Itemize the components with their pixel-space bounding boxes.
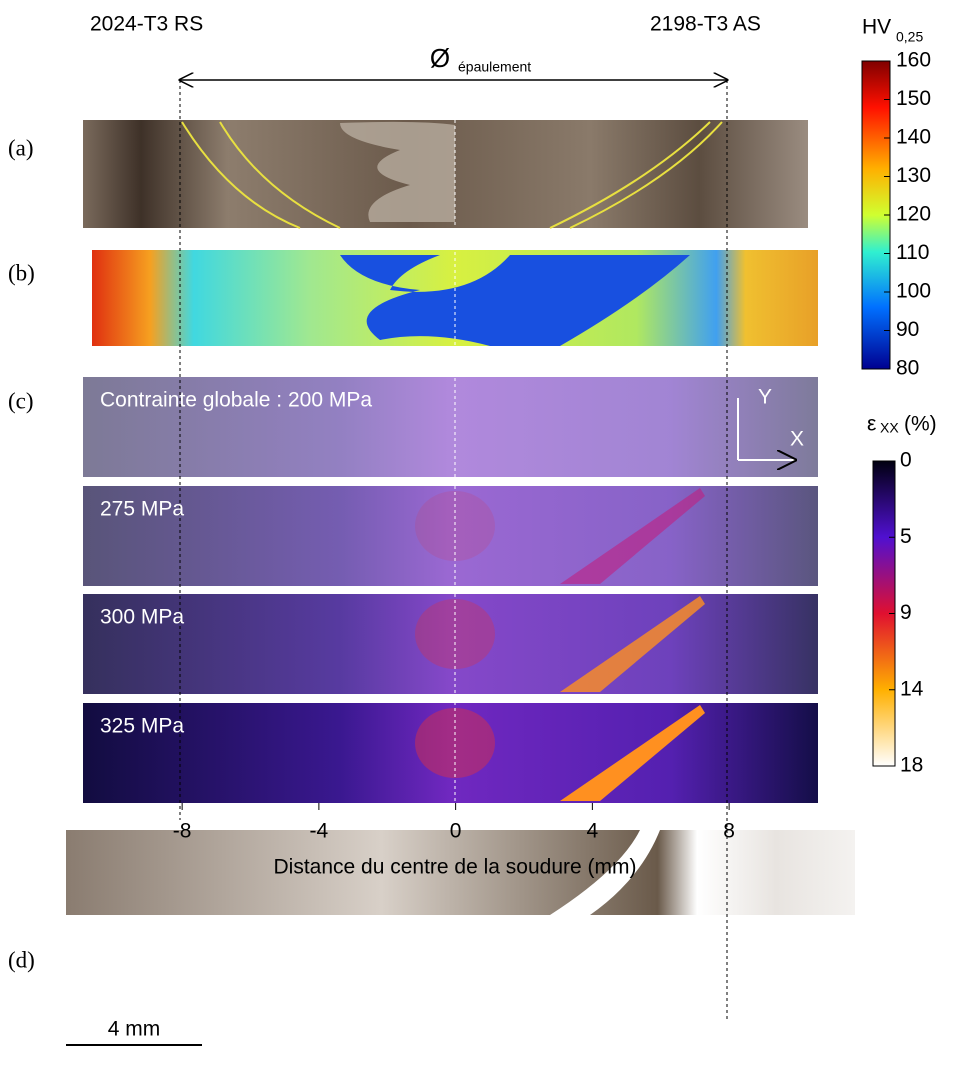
hv-tick-label: 90 xyxy=(896,318,919,341)
soft-zone xyxy=(340,255,690,346)
fracture-image xyxy=(66,830,855,915)
stress-label: Contrainte globale : 200 MPa xyxy=(100,389,372,412)
hv-tick-label: 130 xyxy=(896,164,931,187)
stress-label: 325 MPa xyxy=(100,715,184,738)
strain-band xyxy=(560,488,705,584)
strain-spot xyxy=(415,491,495,561)
strain-tick-label: 18 xyxy=(900,754,923,777)
panel-label: (b) xyxy=(8,260,35,285)
panel-label: (a) xyxy=(8,135,34,160)
hv-tick-label: 150 xyxy=(896,87,931,110)
hv-tick-label: 110 xyxy=(896,241,929,264)
strain-tick-label: 9 xyxy=(900,601,912,624)
hv-tick-label: 160 xyxy=(896,49,931,72)
strain-sub: XX xyxy=(880,420,899,436)
nugget-a xyxy=(340,121,455,222)
zone-lines xyxy=(181,121,723,229)
hv-sub: 0,25 xyxy=(896,29,923,45)
x-axis-label: Distance du centre de la soudure (mm) xyxy=(274,856,637,879)
label-right: 2198-T3 AS xyxy=(650,13,761,36)
hv-tick-label: 120 xyxy=(896,203,931,226)
strain-map xyxy=(83,377,818,477)
x-tick-label: 0 xyxy=(450,820,462,843)
panel-label: (c) xyxy=(8,388,34,413)
hv-tick-label: 100 xyxy=(896,280,931,303)
x-tick-label: 8 xyxy=(723,820,735,843)
axes-icon xyxy=(737,398,795,460)
x-tick-label: -8 xyxy=(173,820,192,843)
hv-title: HV xyxy=(862,16,891,39)
strain-tick-label: 14 xyxy=(900,677,924,700)
axis-x-label: X xyxy=(790,428,804,451)
strain-band xyxy=(560,705,705,801)
stress-label: 275 MPa xyxy=(100,498,184,521)
strain-tick-label: 5 xyxy=(900,525,912,548)
hv-tick-label: 140 xyxy=(896,126,931,149)
stress-label: 300 MPa xyxy=(100,606,184,629)
hv-tick-label: 80 xyxy=(896,357,919,380)
diameter-sub: épaulement xyxy=(458,59,531,75)
label-left: 2024-T3 RS xyxy=(90,13,203,36)
crack xyxy=(550,830,660,915)
diameter-symbol: Ø xyxy=(430,43,450,73)
scale-label: 4 mm xyxy=(108,1018,161,1041)
axis-y-label: Y xyxy=(758,386,772,409)
x-tick-label: 4 xyxy=(587,820,599,843)
strain-spot xyxy=(415,708,495,778)
strain-spot xyxy=(415,599,495,669)
strain-title: ε xyxy=(867,413,876,436)
strain-unit: (%) xyxy=(904,413,937,436)
panel-label: (d) xyxy=(8,947,35,972)
x-tick-label: -4 xyxy=(310,820,329,843)
strain-tick-label: 0 xyxy=(900,449,912,472)
strain-band xyxy=(560,596,705,692)
